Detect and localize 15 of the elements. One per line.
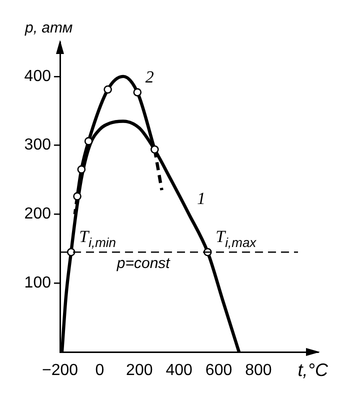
annotation: 1 — [197, 189, 206, 208]
y-tick-label: 300 — [24, 136, 52, 154]
x-tick-label: −200 — [42, 362, 78, 380]
y-tick-label: 400 — [24, 68, 52, 85]
x-tick-label: 800 — [245, 362, 272, 380]
ref-line-label: p=const — [116, 254, 171, 272]
x-tick-label: 600 — [205, 362, 232, 380]
y-tick-label: 200 — [24, 206, 52, 223]
annotation: 2 — [145, 67, 154, 86]
x-axis-title: t,°C — [298, 360, 329, 380]
x-tick-label: 200 — [126, 362, 153, 380]
y-tick-label: 100 — [24, 274, 52, 292]
x-tick-label: 400 — [166, 362, 193, 380]
y-axis-title: p, атм — [24, 20, 73, 37]
x-tick-label: 0 — [95, 362, 104, 380]
